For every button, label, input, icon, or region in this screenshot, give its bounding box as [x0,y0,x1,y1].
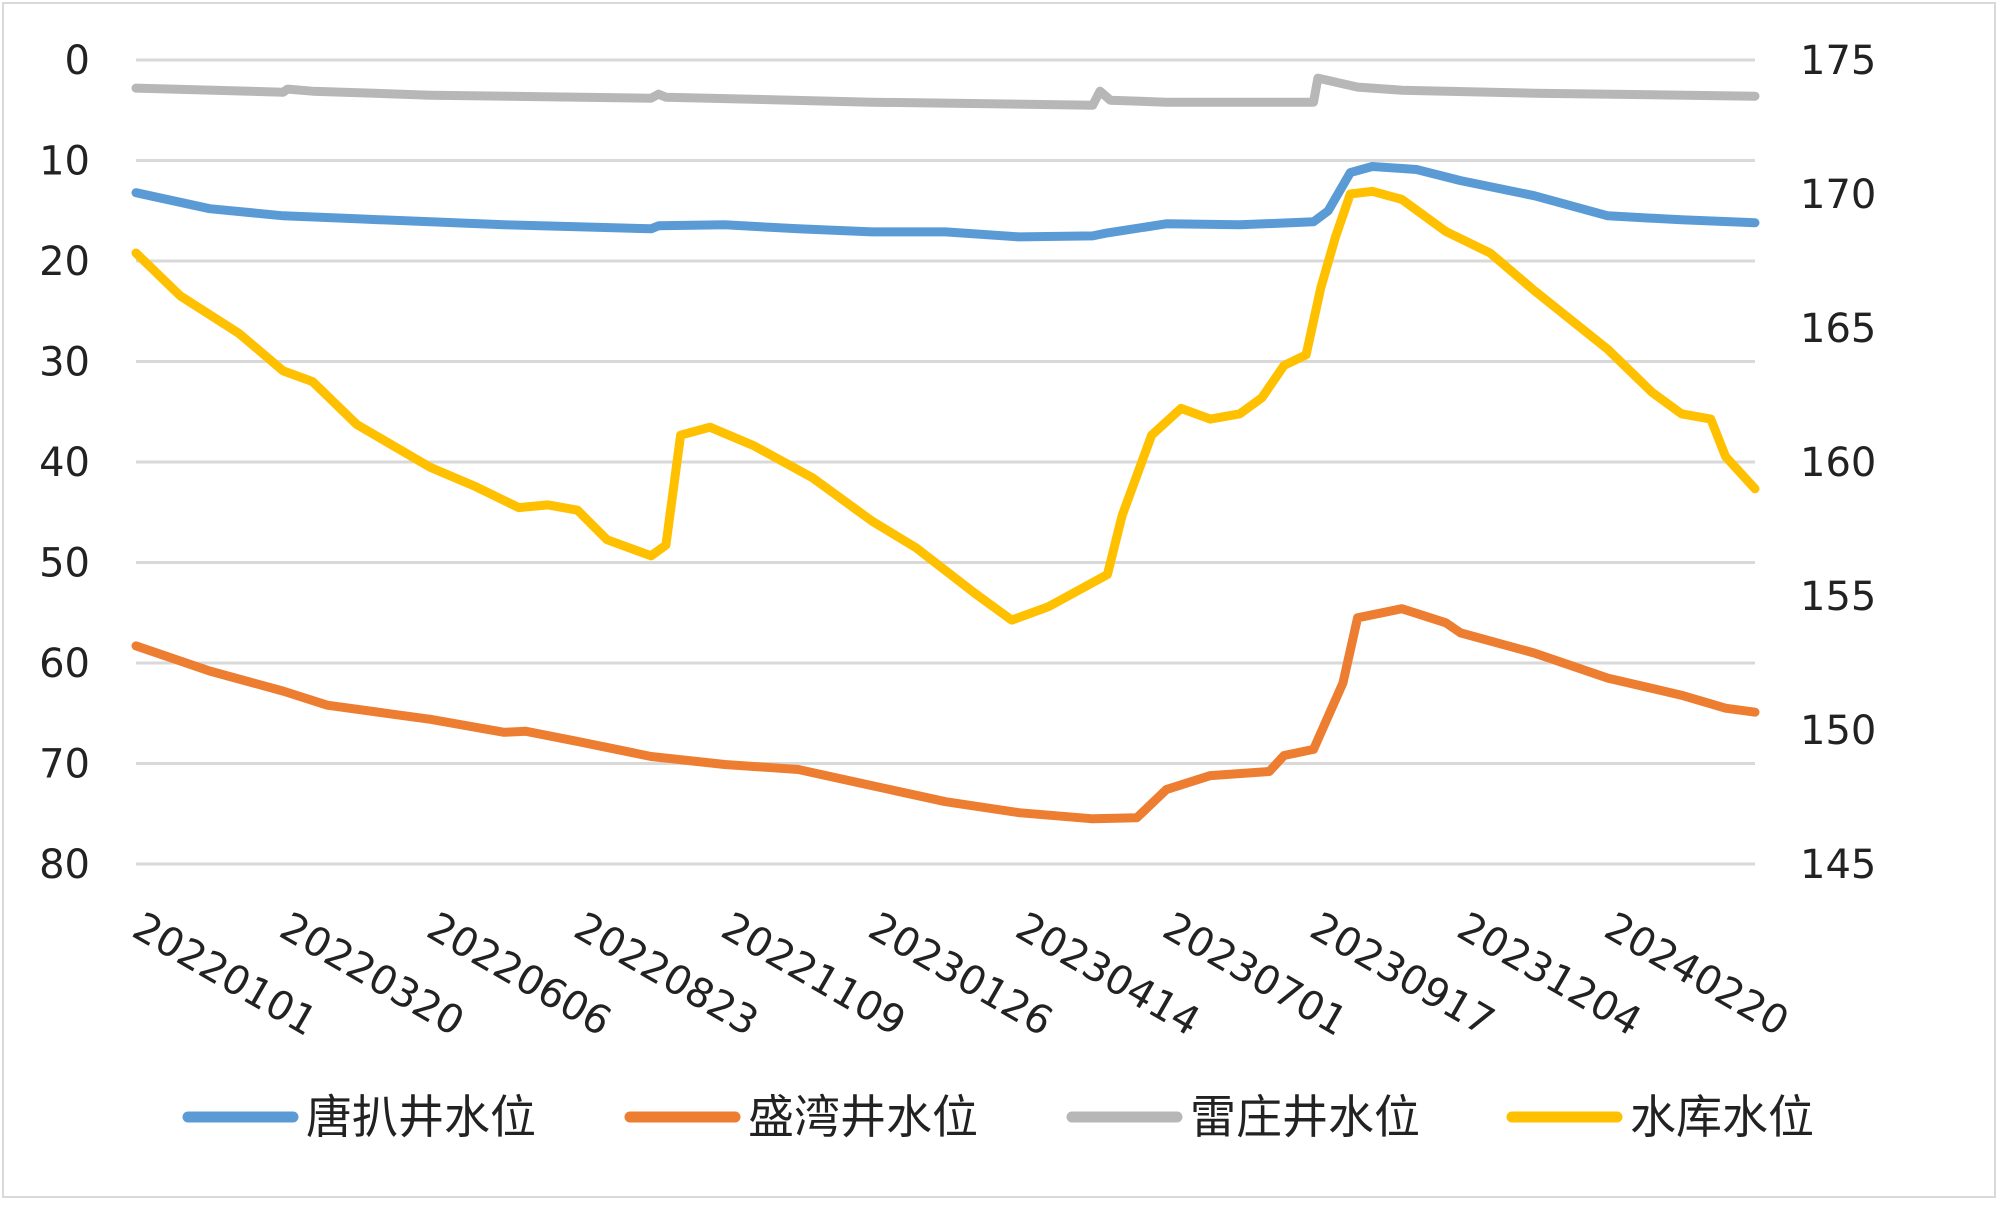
series-line-1 [131,604,1760,824]
left-tick-label: 80 [39,842,90,888]
left-tick-label: 40 [39,440,90,486]
left-tick-label: 70 [39,742,90,788]
right-tick-label: 145 [1800,842,1876,888]
right-tick-label: 170 [1800,172,1876,218]
right-tick-label: 155 [1800,574,1876,620]
legend-label-2: 雷庄井水位 [1190,1090,1420,1144]
right-tick-label: 150 [1800,708,1876,754]
right-tick-label: 160 [1800,440,1876,486]
left-axis-labels: 0 10 20 30 40 50 60 70 80 [39,38,90,888]
left-tick-label: 50 [39,541,90,587]
grid-lines [136,58,1755,866]
series-line-2 [131,73,1760,110]
right-tick-label: 165 [1800,306,1876,352]
left-tick-label: 60 [39,641,90,687]
left-tick-label: 30 [39,340,90,386]
series-line-0 [131,162,1760,242]
series-lines [131,73,1760,824]
series-line-3 [131,186,1760,625]
legend-label-3: 水库水位 [1630,1090,1814,1144]
left-tick-label: 20 [39,239,90,285]
left-tick-label: 10 [39,139,90,185]
right-axis-labels: 175 170 165 160 155 150 145 [1800,38,1876,888]
left-tick-label: 0 [65,38,90,84]
legend: 唐扒井水位 盛湾井水位 雷庄井水位 水库水位 [182,1090,1814,1144]
right-tick-label: 175 [1800,38,1876,84]
legend-label-0: 唐扒井水位 [306,1090,536,1144]
legend-label-1: 盛湾井水位 [748,1090,978,1144]
